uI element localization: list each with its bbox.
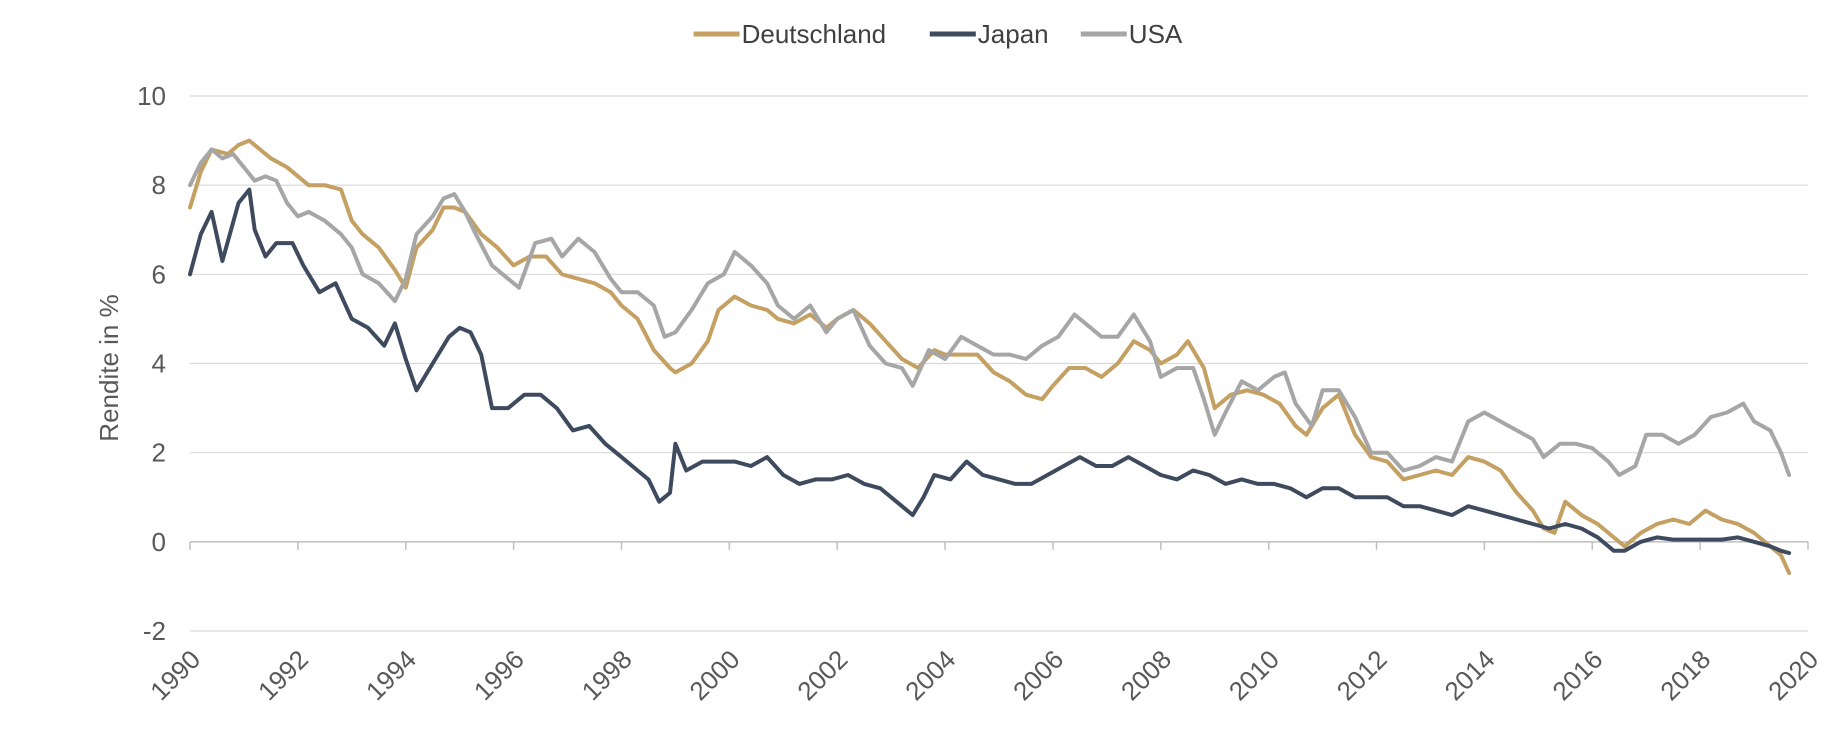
series-line-japan <box>188 187 1792 555</box>
y-tick-label: 6 <box>152 259 166 289</box>
x-tick-label: 1992 <box>252 644 314 706</box>
x-tick-label: 2018 <box>1654 644 1716 706</box>
x-tick-label: 1996 <box>468 644 530 706</box>
legend: Deutschland Japan USA <box>693 19 1183 49</box>
x-tick-label: 2002 <box>791 644 853 706</box>
x-tick-label: 1990 <box>144 644 206 706</box>
x-tick-label: 2004 <box>899 644 961 706</box>
series-line-usa <box>188 147 1792 477</box>
y-tick-label: 10 <box>137 81 166 111</box>
legend-label-deutschland: Deutschland <box>742 19 887 49</box>
x-tick-label: 1994 <box>360 644 422 706</box>
x-tick-label: 2010 <box>1223 644 1285 706</box>
y-axis: -2 0 2 4 6 8 10 <box>137 81 166 646</box>
y-tick-label: -2 <box>143 616 166 646</box>
y-tick-label: 0 <box>152 527 166 557</box>
x-tick-label: 2012 <box>1331 644 1393 706</box>
x-tick-label: 2008 <box>1115 644 1177 706</box>
x-tick-label: 2020 <box>1762 644 1824 706</box>
y-axis-title: Rendite in % <box>94 294 124 441</box>
x-tick-label: 2006 <box>1007 644 1069 706</box>
y-tick-label: 8 <box>152 170 166 200</box>
y-tick-label: 4 <box>152 349 166 379</box>
x-tick-label: 2000 <box>683 644 745 706</box>
x-tick-label: 2014 <box>1439 644 1501 706</box>
gridlines <box>190 95 1808 632</box>
legend-label-japan: Japan <box>978 19 1049 49</box>
series-line-deutschland <box>188 138 1792 575</box>
x-tick-label: 1998 <box>576 644 638 706</box>
x-tick-label: 2016 <box>1546 644 1608 706</box>
legend-label-usa: USA <box>1129 19 1183 49</box>
series-lines <box>188 138 1792 575</box>
y-tick-label: 2 <box>152 438 166 468</box>
x-axis: 1990 1992 1994 1996 1998 2000 2002 2004 2006 2008… <box>144 541 1824 706</box>
